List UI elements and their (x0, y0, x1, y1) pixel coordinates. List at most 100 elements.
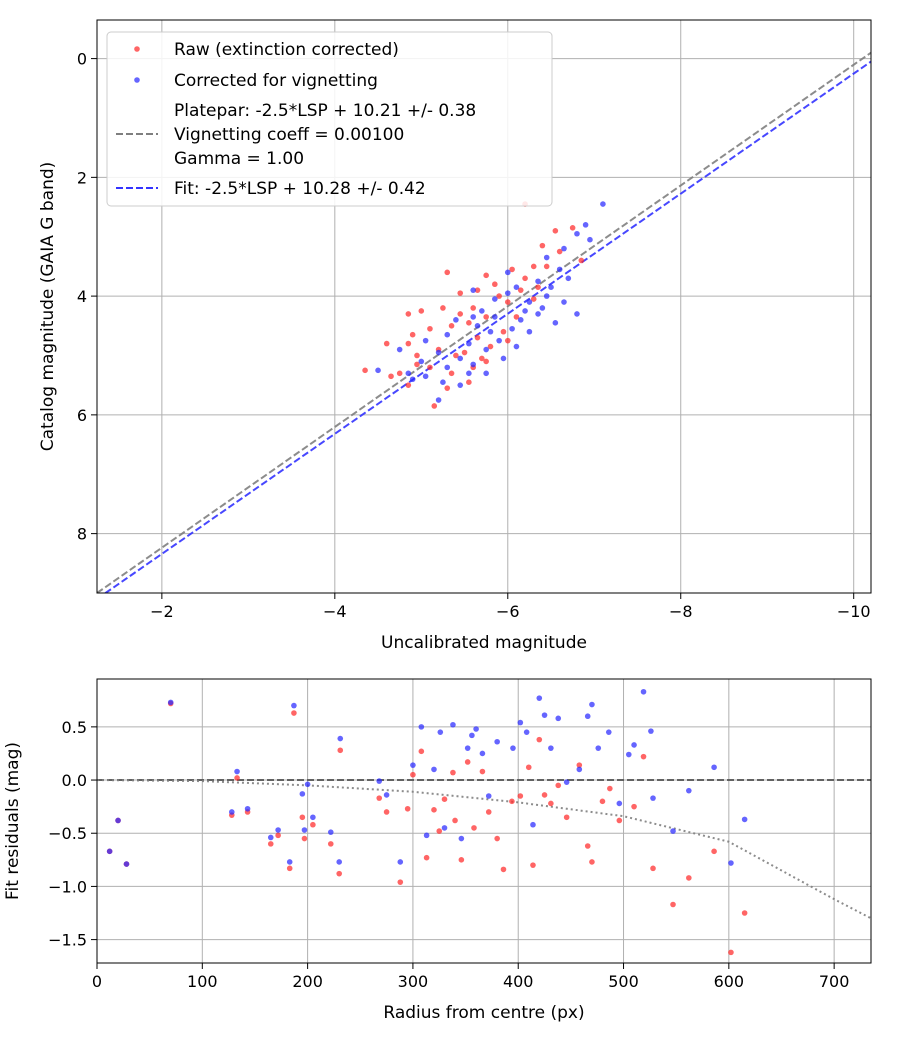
corrected-point (552, 320, 559, 326)
x-tick-label: 200 (292, 972, 323, 991)
raw-point (686, 875, 692, 881)
corrected-point (535, 278, 541, 285)
raw-point (275, 832, 281, 839)
corrected-point (397, 859, 404, 865)
corrected-point (469, 732, 475, 739)
raw-point (388, 373, 394, 380)
y-tick-label: 6 (77, 406, 87, 425)
raw-point (607, 785, 613, 792)
raw-point (441, 796, 448, 802)
corrected-point (523, 729, 530, 735)
raw-point (291, 710, 297, 716)
x-tick-label: −8 (669, 602, 693, 621)
raw-point (517, 287, 524, 293)
corrected-point (473, 726, 479, 732)
raw-point (427, 325, 433, 332)
fit-line (103, 60, 871, 593)
corrected-point (405, 370, 412, 377)
raw-point (405, 311, 412, 317)
raw-point (466, 379, 472, 386)
y-tick-label: 8 (77, 525, 87, 544)
raw-point (474, 287, 481, 293)
top-scatter-plot: −2 −4 −6 −8 −10 0 2 4 6 8 Uncalibrated magnitude Ca… (38, 19, 872, 653)
corrected-point (410, 762, 416, 768)
corrected-point (504, 269, 511, 276)
raw-point (496, 293, 502, 299)
corrected-point (485, 793, 492, 799)
corrected-point (616, 800, 623, 807)
x-tick-label: 500 (608, 972, 639, 991)
raw-point (500, 328, 507, 335)
corrected-point (418, 724, 425, 730)
raw-point (492, 281, 498, 288)
corrected-point (228, 809, 235, 815)
x-tick-label: 600 (714, 972, 745, 991)
corrected-point (600, 201, 606, 207)
corrected-point (563, 779, 570, 785)
corrected-point (539, 305, 546, 311)
raw-point (543, 263, 550, 270)
raw-point (504, 299, 511, 305)
legend-corrected-marker (134, 77, 140, 83)
corrected-point (444, 331, 451, 338)
corrected-point (640, 688, 647, 695)
raw-point (530, 862, 536, 868)
x-tick-label: 0 (92, 972, 102, 991)
corrected-point (458, 835, 465, 842)
raw-point (405, 382, 412, 388)
corrected-point (548, 745, 554, 751)
corrected-point (470, 314, 476, 320)
corrected-point (440, 379, 446, 386)
corrected-point (310, 814, 316, 821)
raw-point (670, 901, 676, 908)
corrected-point (466, 370, 472, 377)
y-tick-label: −1.0 (48, 877, 87, 896)
x-axis-label: Radius from centre (px) (383, 1003, 584, 1023)
raw-point (589, 859, 595, 865)
y-axis-label: Catalog magnitude (GAIA G band) (38, 162, 58, 452)
corrected-point (605, 729, 612, 735)
x-tick-label: −2 (150, 602, 174, 621)
raw-point (404, 805, 411, 812)
corrected-point (513, 284, 520, 291)
raw-point (409, 331, 416, 338)
corrected-point (517, 719, 524, 726)
raw-point (479, 355, 485, 362)
raw-point (471, 825, 477, 831)
raw-point (530, 263, 537, 270)
raw-point (450, 769, 456, 776)
corrected-point (466, 340, 472, 347)
raw-point (504, 337, 511, 344)
raw-point (517, 793, 524, 799)
corrected-point (541, 712, 548, 718)
corrected-point (470, 361, 476, 368)
x-tick-label: −4 (323, 602, 347, 621)
legend-platepar-label-line2: Vignetting coeff = 0.00100 (174, 125, 404, 145)
corrected-point (711, 764, 717, 771)
plot-area (97, 688, 871, 956)
corrected-point (576, 766, 583, 773)
raw-point (548, 800, 554, 807)
plot-frame (96, 678, 872, 964)
corrected-point (496, 337, 502, 344)
raw-point (479, 768, 486, 775)
corrected-point (582, 222, 589, 228)
raw-point (457, 290, 464, 296)
raw-point (444, 385, 451, 391)
corrected-point (327, 829, 334, 835)
raw-point (728, 949, 734, 956)
corrected-point (409, 376, 416, 383)
raw-point (563, 814, 570, 821)
raw-point (509, 266, 515, 273)
raw-point (457, 311, 464, 317)
raw-point (464, 759, 471, 765)
x-tick-label: −6 (496, 602, 520, 621)
corrected-point (536, 695, 543, 701)
corrected-point (587, 236, 593, 243)
raw-point (616, 817, 623, 824)
corrected-point (115, 817, 121, 824)
corrected-point (670, 828, 676, 834)
raw-point (427, 364, 433, 371)
raw-point (483, 358, 489, 365)
